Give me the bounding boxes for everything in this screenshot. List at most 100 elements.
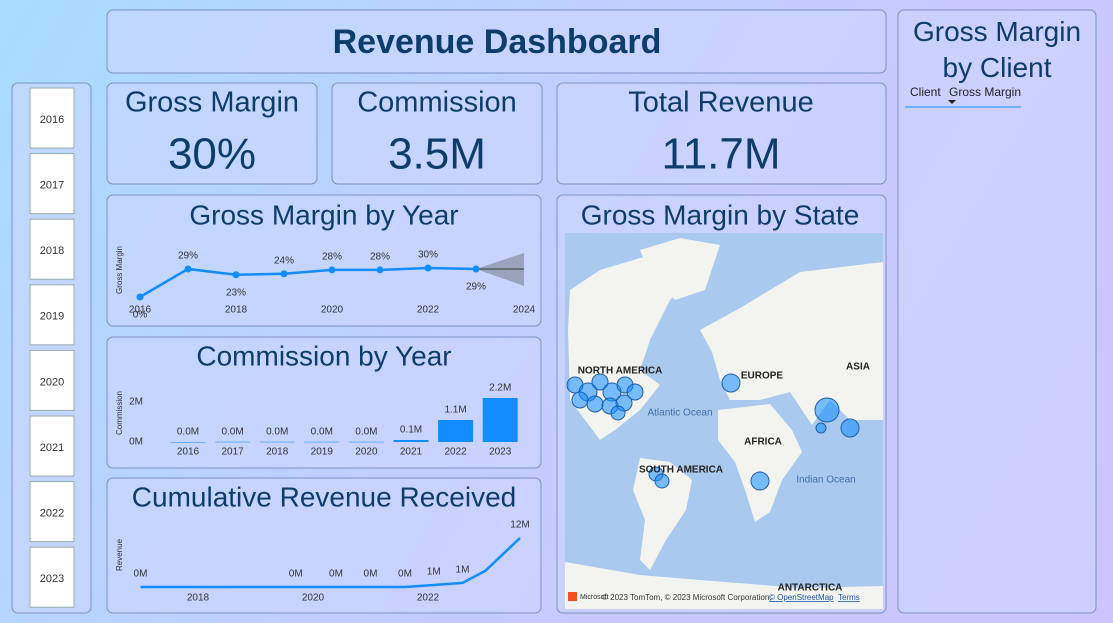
bar (215, 441, 251, 443)
attribution-link[interactable]: © OpenStreetMap (769, 593, 834, 602)
data-label: 0.0M (311, 426, 333, 437)
data-label: 1M (427, 567, 441, 578)
bubble (840, 418, 860, 438)
land (640, 238, 720, 300)
bar (259, 441, 295, 443)
slicer-item[interactable] (29, 349, 75, 411)
bubble (750, 471, 770, 491)
bubble (571, 391, 589, 409)
data-label: 29% (466, 282, 486, 293)
data-label: 0M (398, 569, 412, 580)
card-label: Commission (357, 87, 517, 119)
client-panel (897, 9, 1097, 614)
x-tick-label: 2022 (417, 593, 440, 604)
map-label: NORTH AMERICA (578, 366, 663, 377)
marker (328, 266, 336, 274)
bubble (591, 373, 609, 391)
slicer-label[interactable]: 2023 (40, 573, 64, 585)
land (700, 262, 883, 425)
data-label: 0.0M (177, 427, 199, 438)
slicer-item[interactable] (29, 153, 75, 215)
land (568, 252, 700, 440)
card-panel (556, 82, 887, 185)
data-label: 29% (178, 251, 198, 262)
attribution: Microsoft (580, 594, 608, 601)
x-tick-label: 2020 (321, 305, 344, 316)
slicer-label[interactable]: 2022 (40, 508, 64, 520)
card-label: Gross Margin (125, 87, 299, 119)
bubble (815, 422, 827, 434)
slicer-label[interactable]: 2021 (40, 442, 64, 454)
marker (376, 266, 384, 274)
slicer-label[interactable]: 2019 (40, 311, 64, 323)
marker (184, 265, 192, 273)
chart-title: Commission by Year (196, 340, 451, 371)
marker (472, 265, 480, 273)
card-panel (106, 82, 318, 185)
data-label: 0.0M (221, 426, 243, 437)
y-axis-label: Gross Margin (115, 246, 124, 294)
attribution-link[interactable]: Terms (838, 593, 860, 602)
slicer-label[interactable]: 2017 (40, 180, 64, 192)
attribution: © 2023 TomTom, © 2023 Microsoft Corporat… (602, 593, 772, 602)
y-axis-label: Revenue (115, 538, 124, 571)
bar (482, 398, 518, 442)
data-label: 0M (364, 569, 378, 580)
marker (232, 271, 240, 279)
bubble (626, 383, 644, 401)
bubble (654, 473, 670, 489)
bar (304, 441, 340, 443)
land (718, 404, 802, 522)
map-label: ASIA (846, 362, 870, 373)
land (565, 562, 883, 609)
x-tick-label: 2021 (400, 447, 423, 458)
map-label: AFRICA (744, 437, 782, 448)
x-tick-label: 2018 (266, 447, 289, 458)
x-tick-label: 2022 (444, 447, 467, 458)
x-tick-label: 2016 (177, 447, 200, 458)
chart-panel (106, 336, 542, 469)
slicer-item[interactable] (29, 546, 75, 608)
slicer-label[interactable]: 2016 (40, 114, 64, 126)
slicer-item[interactable] (29, 481, 75, 543)
data-label: 0M (134, 569, 148, 580)
card-value: 11.7M (661, 130, 780, 179)
bubble (814, 397, 840, 423)
client-title: Gross Margin by Client (912, 16, 1082, 83)
slicer-item[interactable] (29, 218, 75, 280)
slicer-label[interactable]: 2018 (40, 245, 64, 257)
data-label: 1.1M (444, 405, 466, 416)
bubble (721, 373, 741, 393)
line (140, 537, 521, 589)
x-tick-label: 2020 (302, 593, 325, 604)
x-tick-label: 2016 (129, 305, 152, 316)
bubble (610, 405, 626, 421)
slicer-item[interactable] (29, 415, 75, 477)
column-header[interactable]: Gross Margin (949, 85, 1021, 99)
logo (568, 592, 577, 601)
data-label: 28% (370, 252, 390, 263)
map-label: ANTARCTICA (778, 583, 843, 594)
chart-panel (106, 477, 542, 614)
bar (393, 440, 429, 442)
sort-icon (948, 100, 956, 104)
slicer-label[interactable]: 2020 (40, 376, 64, 388)
x-tick-label: 2018 (225, 305, 248, 316)
bubble (586, 395, 604, 413)
x-tick-label: 2023 (489, 447, 512, 458)
slicer-item[interactable] (29, 284, 75, 346)
line (139, 266, 477, 299)
data-label: 1M (456, 565, 470, 576)
map-title: Gross Margin by State (581, 199, 860, 230)
card-label: Total Revenue (628, 87, 813, 119)
map-label: Atlantic Ocean (647, 408, 712, 419)
slicer-item[interactable] (29, 87, 75, 149)
column-header[interactable]: Client (910, 85, 941, 99)
data-label: 0.0M (266, 426, 288, 437)
data-label: 12M (510, 520, 529, 531)
data-label: 28% (322, 252, 342, 263)
card-panel (331, 82, 543, 185)
x-tick-label: 2022 (417, 305, 440, 316)
